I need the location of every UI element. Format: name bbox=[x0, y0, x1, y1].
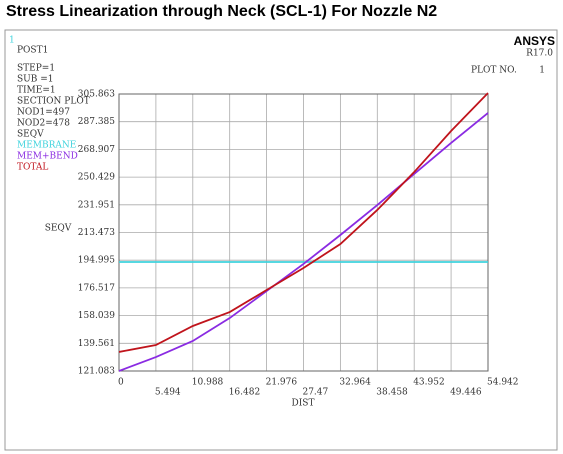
plot-number: 1 bbox=[539, 66, 545, 76]
info-line: STEP=1 bbox=[17, 64, 55, 74]
info-line: SEQV bbox=[17, 130, 44, 140]
info-line: SUB =1 bbox=[17, 75, 54, 85]
y-tick-label: 305.863 bbox=[78, 90, 115, 100]
x-tick-label: 43.952 bbox=[413, 378, 445, 388]
version: R17.0 bbox=[526, 49, 553, 59]
series-line bbox=[118, 92, 489, 353]
y-tick-label: 158.039 bbox=[78, 311, 115, 321]
brand: ANSYS bbox=[514, 34, 555, 48]
x-tick-label: 10.988 bbox=[192, 378, 224, 388]
series-line bbox=[118, 112, 489, 372]
window-number: 1 bbox=[9, 36, 15, 46]
x-tick-label: 21.976 bbox=[266, 378, 298, 388]
y-axis-label: SEQV bbox=[45, 224, 72, 234]
x-tick-label: 49.446 bbox=[450, 388, 482, 398]
x-tick-label: 27.47 bbox=[302, 388, 328, 398]
y-tick-label: 194.995 bbox=[78, 256, 115, 266]
legend-entry: MEMBRANE bbox=[17, 141, 76, 151]
y-tick-label: 213.473 bbox=[78, 228, 115, 238]
y-tick-label: 231.951 bbox=[78, 200, 115, 210]
x-tick-label: 32.964 bbox=[339, 378, 371, 388]
y-tick-label: 250.429 bbox=[78, 173, 115, 183]
x-tick-label: 16.482 bbox=[229, 388, 261, 398]
info-line: TIME=1 bbox=[17, 86, 56, 96]
x-tick-label: 38.458 bbox=[376, 388, 408, 398]
info-line: NOD2=478 bbox=[17, 119, 70, 129]
x-axis-label: DIST bbox=[292, 399, 315, 409]
legend-entry: MEM+BEND bbox=[17, 152, 78, 162]
plot-window bbox=[4, 29, 558, 451]
info-line: NOD1=497 bbox=[17, 108, 70, 118]
plot-frame bbox=[118, 93, 489, 372]
chart-title: Stress Linearization through Neck (SCL-1… bbox=[6, 3, 437, 20]
y-tick-label: 268.907 bbox=[78, 145, 115, 155]
header: POST1 bbox=[17, 46, 48, 56]
y-tick-label: 176.517 bbox=[78, 283, 115, 293]
y-tick-label: 121.083 bbox=[78, 367, 115, 377]
plot-label: PLOT NO. bbox=[471, 66, 517, 76]
x-tick-label: 0 bbox=[118, 378, 124, 388]
x-tick-label: 54.942 bbox=[487, 378, 519, 388]
y-tick-label: 287.385 bbox=[78, 117, 115, 127]
x-tick-label: 5.494 bbox=[155, 388, 181, 398]
y-tick-label: 139.561 bbox=[78, 339, 115, 349]
legend-entry: TOTAL bbox=[17, 163, 48, 173]
info-line: SECTION PLOT bbox=[17, 97, 90, 107]
